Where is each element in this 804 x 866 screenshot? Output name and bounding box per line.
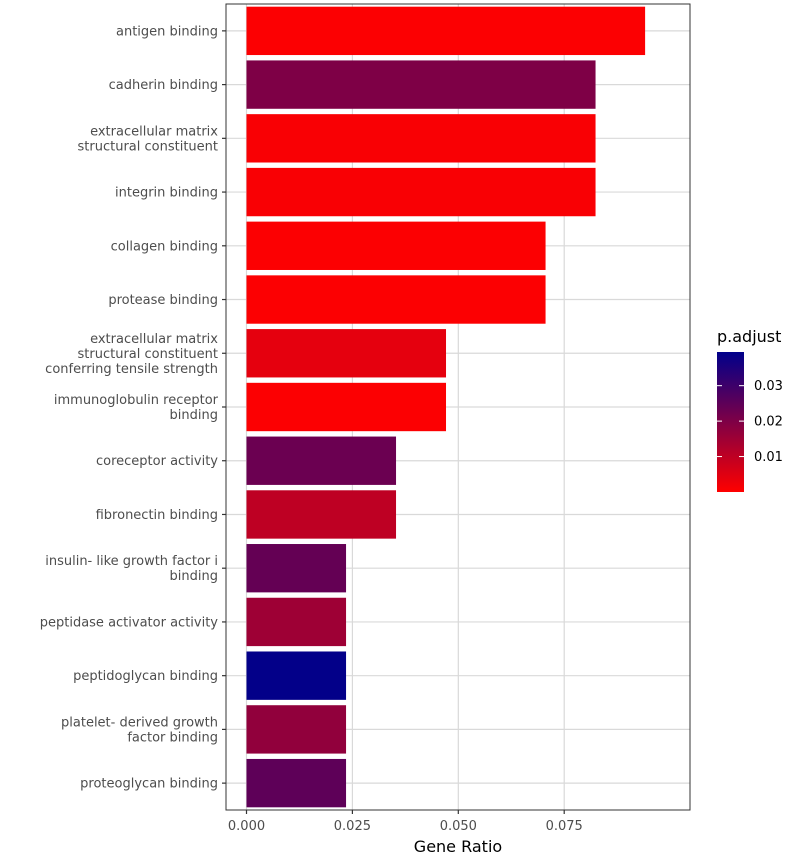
color-legend: p.adjust 0.01 0.02 0.03: [717, 327, 783, 492]
bar-proteoglycan-binding: [246, 758, 347, 808]
bars: [246, 6, 646, 808]
bar-immunoglobulin-receptor-binding: [246, 382, 447, 432]
bar-protease-binding: [246, 275, 546, 324]
x-tick-label: 0.075: [546, 819, 583, 834]
x-tick-label: 0.000: [228, 819, 265, 834]
bar-integrin-binding: [246, 167, 596, 217]
legend-tick-label: 0.01: [754, 450, 783, 465]
bar-cadherin-binding: [246, 60, 596, 109]
y-tick-label: immunoglobulin receptor binding: [54, 393, 219, 423]
x-tick-label: 0.025: [334, 819, 371, 834]
y-tick-label: proteoglycan binding: [80, 777, 218, 792]
y-tick-label: integrin binding: [115, 186, 218, 201]
bar-peptidase-activator-activity: [246, 597, 347, 647]
bar-extracellular-matrix-structural-constituent-conferring-tensile-strength: [246, 329, 447, 378]
y-tick-label: cadherin binding: [109, 78, 218, 93]
y-tick-label: antigen binding: [116, 24, 218, 39]
legend-colorbar: [717, 352, 744, 492]
x-tick-label: 0.050: [440, 819, 477, 834]
y-tick-label: insulin- like growth factor i binding: [45, 554, 218, 584]
y-tick-label: extracellular matrix structural constitue…: [78, 124, 219, 154]
bar-antigen-binding: [246, 6, 646, 56]
legend-title: p.adjust: [717, 327, 781, 346]
bar-insulin-like-growth-factor-i-binding: [246, 544, 347, 593]
bar-fibronectin-binding: [246, 490, 397, 539]
y-tick-label: coreceptor activity: [96, 454, 218, 469]
y-tick-label: protease binding: [108, 293, 218, 308]
x-axis-title: Gene Ratio: [414, 837, 502, 856]
legend-tick-label: 0.03: [754, 379, 783, 394]
bar-platelet-derived-growth-factor-binding: [246, 705, 347, 754]
y-tick-label: fibronectin binding: [96, 508, 218, 523]
y-tick-label: peptidoglycan binding: [73, 669, 218, 684]
bar-extracellular-matrix-structural-constituent: [246, 114, 596, 163]
bar-collagen-binding: [246, 221, 546, 270]
y-axis-tick-labels: antigen binding cadherin binding extracell…: [40, 24, 226, 792]
x-axis-tick-labels: 0.000 0.025 0.050 0.075: [228, 810, 583, 834]
bar-coreceptor-activity: [246, 436, 397, 485]
y-tick-label: collagen binding: [111, 239, 218, 254]
legend-tick-label: 0.02: [754, 415, 783, 430]
y-tick-label: extracellular matrix structural constitue…: [45, 332, 218, 377]
y-tick-label: peptidase activator activity: [40, 615, 219, 630]
bar-peptidoglycan-binding: [246, 651, 347, 700]
y-tick-label: platelet- derived growth factor binding: [61, 715, 218, 745]
